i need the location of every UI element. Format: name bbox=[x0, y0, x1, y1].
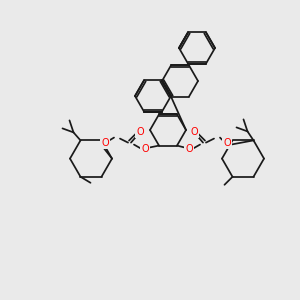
Text: O: O bbox=[136, 127, 144, 136]
Text: O: O bbox=[190, 127, 198, 136]
Text: O: O bbox=[185, 144, 193, 154]
Text: O: O bbox=[141, 144, 149, 154]
Text: O: O bbox=[101, 138, 109, 148]
Text: O: O bbox=[223, 138, 231, 148]
